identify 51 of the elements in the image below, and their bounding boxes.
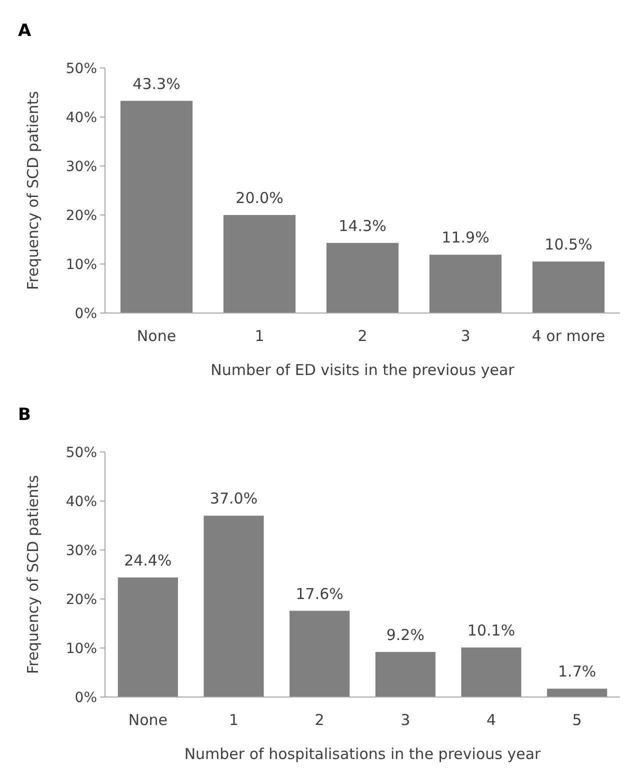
bar — [461, 648, 522, 697]
x-tick-label: 3 — [460, 327, 470, 345]
y-tick-label: 50% — [66, 444, 97, 461]
bar — [375, 652, 436, 697]
x-tick-label: 3 — [400, 711, 410, 729]
data-label: 14.3% — [338, 216, 386, 235]
data-label: 10.1% — [467, 622, 516, 640]
x-tick-label: 1 — [254, 327, 264, 345]
x-tick-label: 5 — [572, 711, 582, 729]
bar — [118, 577, 178, 697]
bar — [204, 516, 264, 697]
data-label: 24.4% — [124, 551, 172, 570]
y-tick-label: 0% — [74, 306, 97, 322]
x-tick-label: 2 — [358, 327, 368, 345]
data-label: 11.9% — [442, 228, 490, 247]
x-axis-title: Number of hospitalisations in the previous year — [184, 745, 542, 763]
y-tick-label: 50% — [66, 60, 97, 77]
x-tick-label: 2 — [314, 711, 324, 729]
y-tick-label: 40% — [66, 494, 97, 510]
x-tick-label: None — [136, 327, 176, 345]
bar — [532, 262, 605, 313]
bar — [429, 254, 502, 313]
chart-title: B — [18, 405, 31, 425]
y-tick-label: 20% — [66, 208, 97, 224]
data-label: 37.0% — [210, 490, 258, 508]
x-tick-label: 4 — [486, 711, 496, 729]
y-tick-label: 0% — [74, 690, 97, 706]
bar — [547, 688, 608, 697]
y-axis-title: Frequency of SCD patients — [24, 90, 42, 290]
y-tick-label: 10% — [66, 640, 97, 657]
data-label: 17.6% — [296, 584, 344, 603]
data-label: 9.2% — [386, 626, 424, 644]
x-tick-label: 1 — [228, 711, 239, 729]
x-tick-label: 4 or more — [532, 327, 606, 345]
y-tick-label: 30% — [66, 158, 97, 175]
bar — [120, 100, 193, 313]
y-tick-label: 20% — [66, 592, 97, 608]
data-label: 43.3% — [132, 74, 180, 93]
y-tick-label: 30% — [66, 542, 97, 559]
y-tick-label: 40% — [66, 110, 97, 126]
x-axis-title: Number of ED visits in the previous year — [210, 361, 516, 379]
data-label: 20.0% — [236, 189, 284, 207]
data-label: 10.5% — [544, 236, 592, 254]
y-tick-label: 10% — [66, 256, 97, 273]
x-tick-label: None — [128, 711, 168, 729]
data-label: 1.7% — [558, 662, 596, 681]
bar — [223, 215, 296, 313]
bar — [326, 242, 399, 313]
bar — [290, 610, 350, 697]
chart-title: A — [18, 21, 32, 41]
y-axis-title: Frequency of SCD patients — [24, 474, 42, 674]
